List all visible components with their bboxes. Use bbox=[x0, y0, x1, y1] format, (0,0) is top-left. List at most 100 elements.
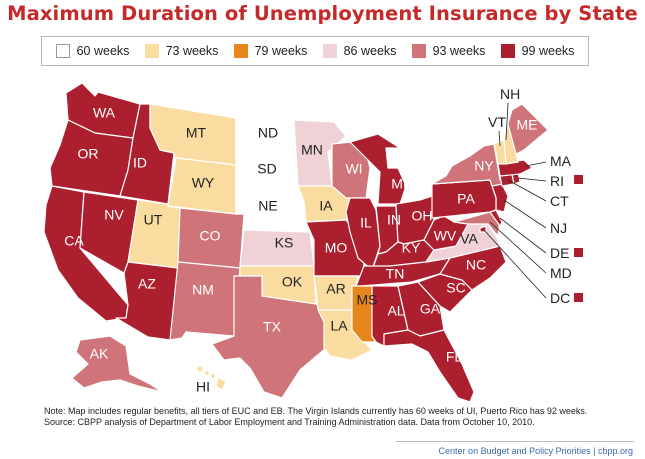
label-in: IN bbox=[387, 212, 401, 228]
leader-ma bbox=[525, 161, 547, 167]
hi-island-4 bbox=[215, 376, 227, 391]
callout-ct: CT bbox=[550, 193, 569, 209]
legend-item-86: 86 weeks bbox=[322, 44, 396, 58]
legend-swatch-93 bbox=[411, 44, 426, 58]
label-oh: OH bbox=[412, 208, 433, 224]
label-ne: NE bbox=[258, 198, 277, 214]
label-al: AL bbox=[387, 303, 404, 319]
hi-island-2 bbox=[203, 369, 211, 377]
label-mi: MI bbox=[391, 176, 407, 192]
label-sd: SD bbox=[257, 161, 276, 177]
legend-item-60: 60 weeks bbox=[55, 44, 130, 58]
callout-ma: MA bbox=[550, 153, 572, 169]
label-ok: OK bbox=[282, 274, 303, 290]
legend-swatch-60 bbox=[55, 44, 70, 58]
label-ms: MS bbox=[357, 292, 378, 308]
label-ut: UT bbox=[144, 212, 163, 228]
callout-md: MD bbox=[550, 265, 572, 281]
label-va: VA bbox=[460, 231, 478, 247]
leader-nj bbox=[503, 199, 547, 229]
label-la: LA bbox=[330, 318, 348, 334]
label-wv: WV bbox=[434, 228, 457, 244]
label-ak: AK bbox=[90, 346, 109, 362]
label-ny: NY bbox=[474, 158, 494, 174]
callout-nh: NH bbox=[500, 86, 520, 102]
state-NM[interactable] bbox=[169, 261, 241, 341]
leader-vt bbox=[498, 130, 501, 147]
label-ar: AR bbox=[326, 281, 345, 297]
state-CO[interactable] bbox=[177, 207, 245, 269]
leader-ri bbox=[517, 177, 547, 182]
callout-swatch-de bbox=[574, 248, 583, 257]
legend-swatch-86 bbox=[322, 44, 337, 58]
leader-nh bbox=[505, 102, 509, 141]
legend-swatch-79 bbox=[233, 44, 248, 58]
state-ME[interactable] bbox=[507, 103, 549, 155]
footnote: Note: Map includes regular benefits, all… bbox=[44, 406, 634, 428]
label-tx: TX bbox=[263, 319, 282, 335]
note-line-1: Note: Map includes regular benefits, all… bbox=[44, 406, 588, 416]
label-mo: MO bbox=[325, 240, 348, 256]
callout-swatch-ri bbox=[574, 175, 583, 184]
label-mn: MN bbox=[301, 142, 323, 158]
label-il: IL bbox=[360, 215, 372, 231]
label-wy: WY bbox=[192, 175, 215, 191]
legend: 60 weeks 73 weeks 79 weeks 86 weeks 93 w… bbox=[41, 36, 589, 66]
label-az: AZ bbox=[138, 276, 156, 292]
label-nc: NC bbox=[466, 257, 486, 273]
legend-swatch-73 bbox=[144, 44, 159, 58]
map-title: Maximum Duration of Unemployment Insuran… bbox=[7, 2, 638, 25]
state-FL[interactable] bbox=[383, 329, 475, 403]
legend-item-93: 93 weeks bbox=[411, 44, 486, 58]
legend-swatch-99 bbox=[500, 44, 515, 58]
legend-label-93: 93 weeks bbox=[432, 44, 486, 58]
legend-item-73: 73 weeks bbox=[144, 44, 219, 58]
label-nm: NM bbox=[192, 282, 214, 298]
legend-label-60: 60 weeks bbox=[76, 44, 130, 58]
state-TX[interactable] bbox=[211, 275, 327, 399]
us-map: NH VT MA RI CT NJ DE MD DC WA OR CA NV I… bbox=[43, 82, 583, 403]
callout-de: DE bbox=[550, 245, 569, 261]
callout-dc: DC bbox=[550, 290, 570, 306]
callout-lines bbox=[483, 102, 547, 299]
legend-label-99: 99 weeks bbox=[521, 44, 575, 58]
footer-credit: Center on Budget and Policy Priorities |… bbox=[438, 446, 633, 456]
callout-ri: RI bbox=[550, 173, 564, 189]
label-mt: MT bbox=[186, 125, 207, 141]
state-NH[interactable] bbox=[503, 123, 519, 165]
label-nv: NV bbox=[104, 207, 124, 223]
label-wa: WA bbox=[93, 105, 116, 121]
hi-island-1 bbox=[196, 365, 204, 373]
label-sc: SC bbox=[446, 280, 465, 296]
label-wi: WI bbox=[345, 161, 362, 177]
state-SD[interactable] bbox=[235, 157, 301, 199]
state-UT[interactable] bbox=[127, 199, 181, 269]
label-hi: HI bbox=[196, 379, 210, 395]
leader-md bbox=[489, 221, 547, 274]
leader-ct bbox=[507, 179, 547, 202]
legend-item-79: 79 weeks bbox=[233, 44, 308, 58]
label-id: ID bbox=[133, 155, 147, 171]
label-ky: KY bbox=[402, 240, 421, 256]
footer-divider bbox=[396, 441, 634, 442]
callout-nj: NJ bbox=[550, 220, 567, 236]
label-tn: TN bbox=[386, 266, 405, 282]
state-AK[interactable] bbox=[71, 335, 163, 393]
legend-label-79: 79 weeks bbox=[254, 44, 308, 58]
label-ia: IA bbox=[319, 198, 333, 214]
label-nd: ND bbox=[258, 125, 278, 141]
label-co: CO bbox=[200, 228, 221, 244]
label-fl: FL bbox=[446, 349, 463, 365]
legend-label-73: 73 weeks bbox=[165, 44, 219, 58]
callout-swatch-dc bbox=[574, 293, 583, 302]
state-HI[interactable] bbox=[196, 365, 227, 391]
legend-item-99: 99 weeks bbox=[500, 44, 575, 58]
label-me: ME bbox=[517, 117, 538, 133]
state-MI[interactable] bbox=[349, 133, 407, 205]
state-NC[interactable] bbox=[411, 245, 507, 291]
leader-de bbox=[499, 217, 547, 254]
hi-island-3 bbox=[209, 372, 217, 380]
label-ca: CA bbox=[64, 233, 84, 249]
label-ga: GA bbox=[420, 301, 441, 317]
label-ks: KS bbox=[275, 235, 294, 251]
